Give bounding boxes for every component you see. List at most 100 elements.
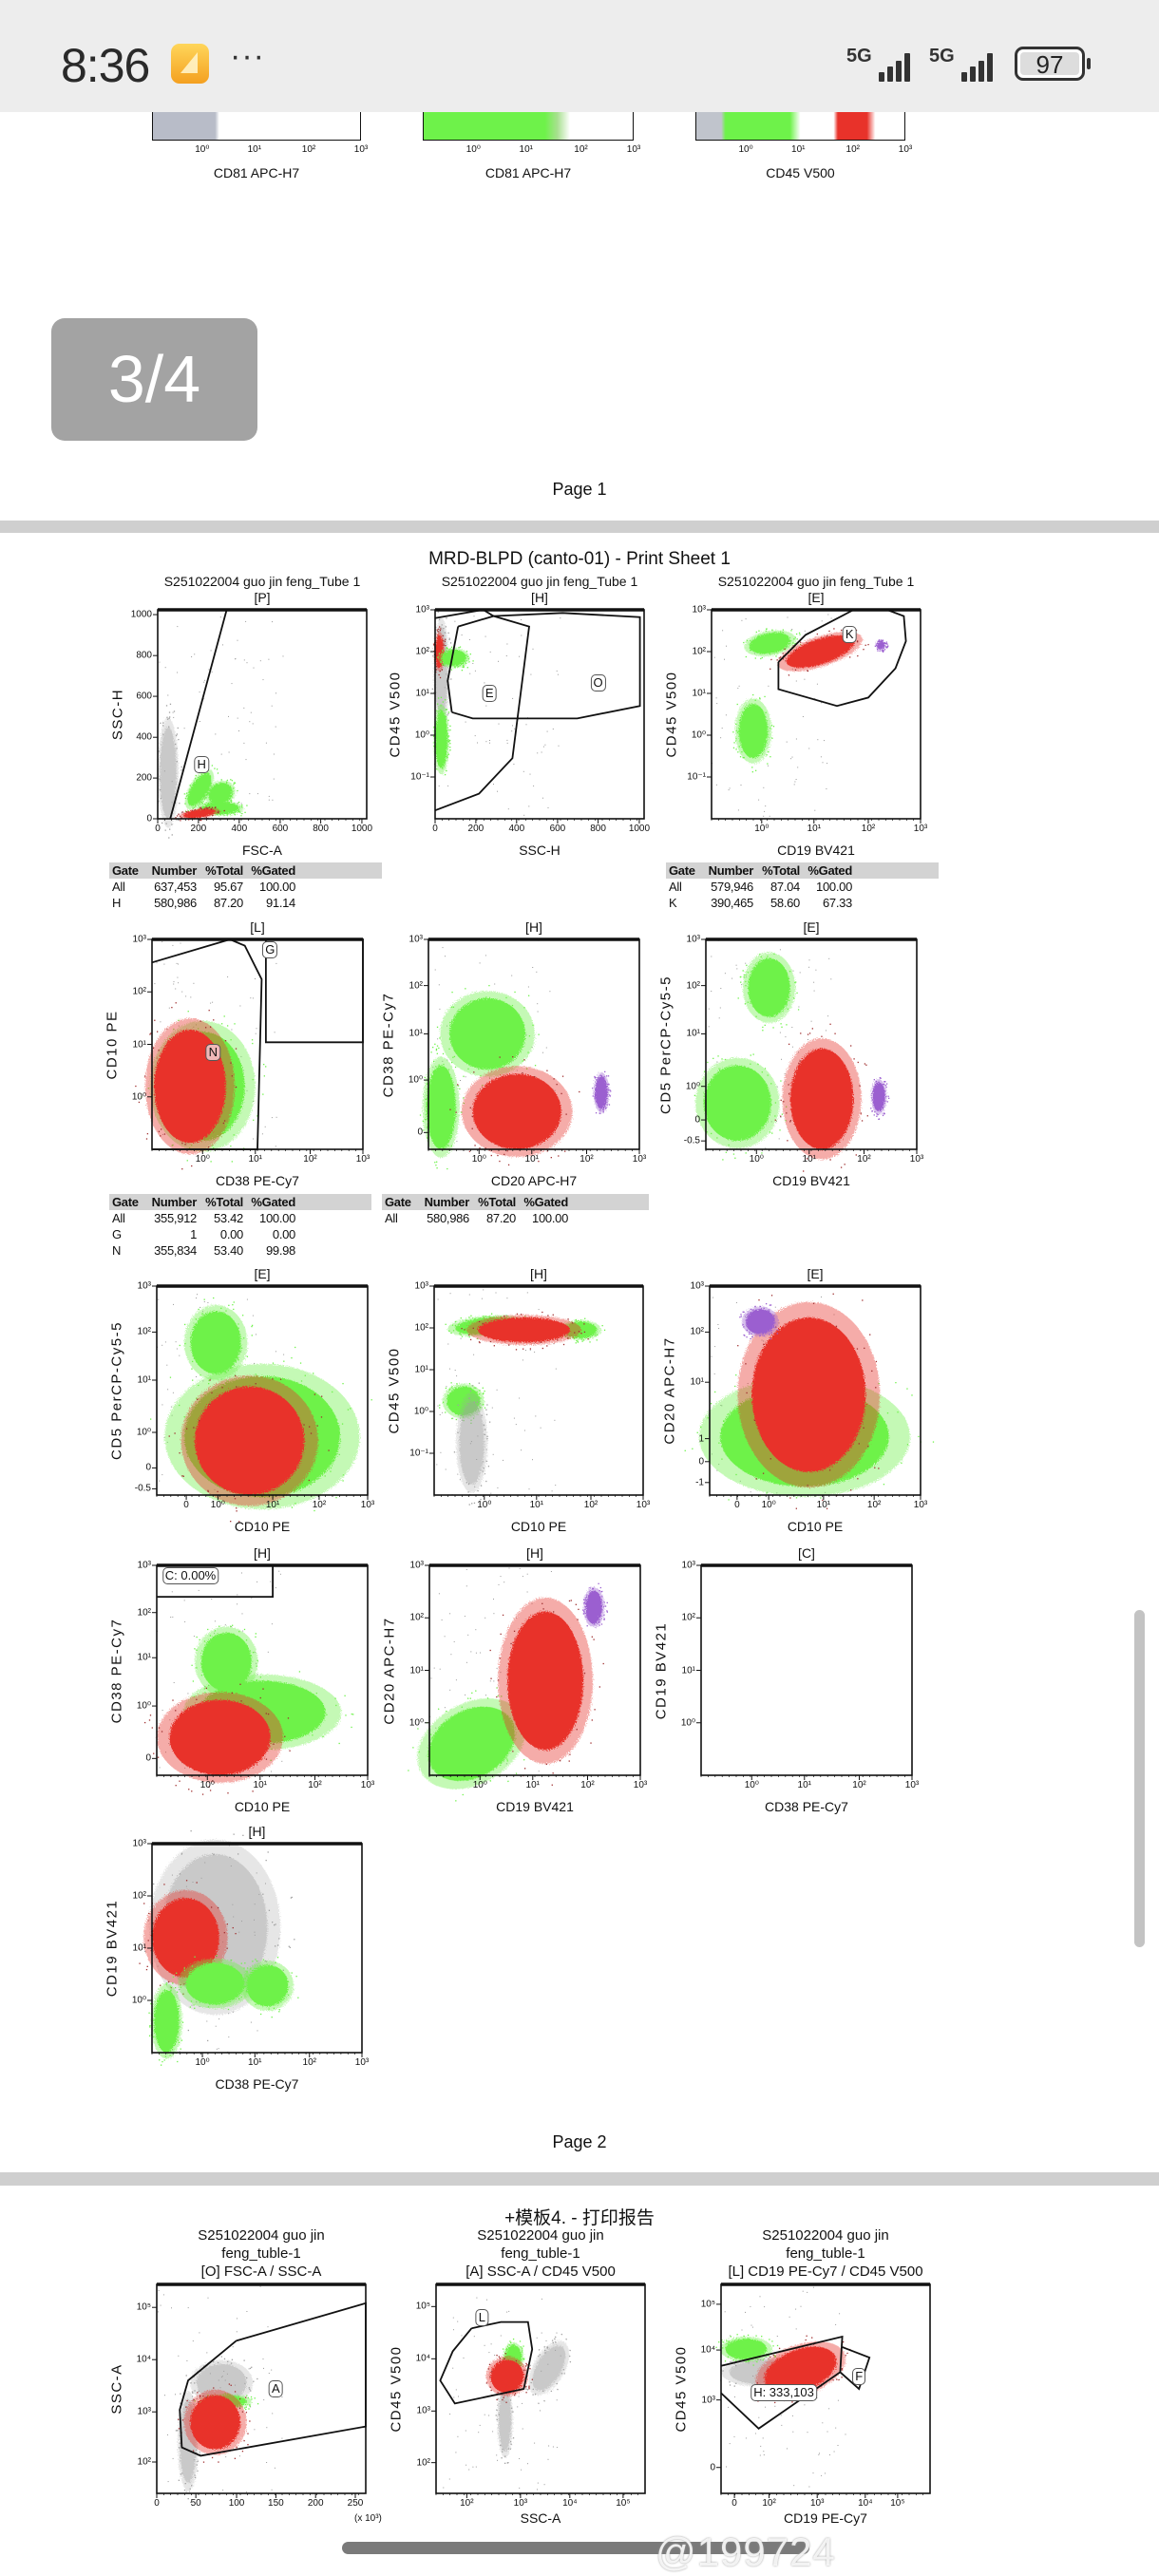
event-dot	[156, 962, 158, 964]
event-dot	[237, 1594, 238, 1596]
event-dot	[745, 2311, 746, 2313]
event-dot	[434, 969, 436, 971]
x-tick-label: 10³	[632, 1154, 647, 1165]
event-dot	[175, 988, 177, 990]
column-header: Number	[151, 863, 198, 878]
event-dot	[557, 673, 559, 675]
event-dot	[457, 2435, 459, 2437]
event-dot	[494, 983, 496, 985]
event-dot	[722, 630, 724, 632]
event-dot	[505, 655, 507, 656]
event-dot	[245, 620, 247, 622]
event-dot	[779, 949, 781, 951]
table-cell: 53.40	[213, 1243, 243, 1258]
event-dot	[164, 2395, 165, 2396]
event-dot	[177, 672, 179, 673]
event-dot	[542, 1051, 543, 1053]
event-dot	[513, 764, 515, 765]
event-dot	[493, 784, 494, 786]
scrollbar[interactable]	[1134, 1610, 1145, 1947]
event-dot	[271, 1117, 273, 1119]
column-header: %Total	[205, 1195, 243, 1209]
event-dot	[479, 962, 481, 964]
event-dot	[762, 2437, 764, 2439]
event-dot	[263, 2367, 264, 2369]
event-dot	[726, 645, 727, 647]
table-cell: 91.14	[265, 896, 295, 910]
x-axis-label: CD19 BV421	[496, 1799, 574, 1814]
y-tick-label: 10²	[408, 980, 423, 992]
event-dot	[733, 2396, 735, 2397]
event-dot	[735, 1302, 737, 1303]
green-population	[694, 1053, 788, 1161]
event-dot	[781, 1058, 782, 1060]
event-dot	[830, 617, 832, 619]
event-dot	[551, 1490, 553, 1492]
event-dot	[160, 1021, 162, 1023]
red-population	[449, 1055, 580, 1166]
y-tick-label: 10⁻¹	[409, 1448, 428, 1459]
plot-subtitle-line: feng_tuble-1	[221, 2245, 301, 2262]
event-dot	[556, 2447, 558, 2449]
event-dot	[228, 2013, 230, 2015]
gate-statistics-table: Gate Number %Total %Gated All 637,453 95.67 100…	[109, 862, 382, 911]
event-dot	[433, 1667, 435, 1669]
event-dot	[815, 969, 817, 971]
event-dot	[261, 1133, 263, 1135]
event-dot	[795, 680, 797, 682]
y-axis-label: CD45 V500	[388, 2345, 405, 2433]
notes-app-icon	[171, 44, 209, 84]
event-dot	[792, 970, 794, 972]
event-dot	[763, 2454, 765, 2455]
event-dot	[518, 2396, 520, 2397]
y-tick-label: 10⁰	[680, 1717, 695, 1729]
event-dot	[283, 1354, 285, 1355]
y-axis-label: CD38 PE-Cy7	[380, 992, 397, 1097]
table-cell: N	[112, 1243, 122, 1258]
x-tick-label: 150	[268, 2498, 284, 2509]
event-dot	[158, 1298, 160, 1300]
event-dot	[745, 962, 747, 964]
x-tick-label: 10¹	[797, 1780, 811, 1790]
event-dot	[472, 663, 474, 664]
table-cell: 355,834	[154, 1243, 197, 1258]
x-tick-label: 10²	[762, 2498, 776, 2509]
event-dot	[241, 1613, 243, 1615]
event-dot	[228, 751, 230, 753]
green-population	[437, 646, 474, 672]
event-dot	[159, 661, 161, 663]
event-dot	[737, 688, 739, 690]
event-dot	[444, 1707, 446, 1709]
event-dot	[470, 1651, 472, 1653]
event-dot	[186, 2360, 188, 2361]
plot-gate-name: [H]	[525, 919, 542, 935]
watermark: @199724	[656, 2529, 836, 2574]
event-dot	[170, 1406, 172, 1408]
table-header: Gate Number %Total %Gated	[109, 862, 382, 879]
event-dot	[821, 620, 823, 622]
event-dot	[159, 1767, 161, 1769]
plot-subtitle-line: S251022004 guo jin	[762, 2227, 889, 2244]
event-dot	[477, 742, 478, 744]
table-cell: 100.00	[259, 880, 295, 894]
event-dot	[496, 1667, 498, 1669]
page2-title: MRD-BLPD (canto-01) - Print Sheet 1	[428, 549, 731, 569]
event-dot	[760, 2445, 762, 2447]
event-dot	[522, 1359, 523, 1361]
event-dot	[198, 1589, 200, 1591]
event-dot	[282, 655, 284, 657]
event-dot	[512, 697, 514, 699]
table-cell: 390,465	[711, 896, 753, 910]
event-dot	[778, 1138, 780, 1140]
event-dot	[804, 630, 806, 632]
event-dot	[821, 2474, 823, 2476]
event-dot	[263, 2399, 265, 2401]
event-dot	[828, 2408, 830, 2410]
event-dot	[489, 1680, 491, 1682]
home-indicator-bar[interactable]	[342, 2542, 809, 2554]
x-tick-label: 10⁰	[472, 1780, 487, 1790]
event-dot	[235, 657, 237, 659]
table-row: All 637,453 95.67 100.00	[109, 879, 382, 895]
event-dot	[190, 996, 192, 998]
y-tick-label: 200	[136, 772, 152, 784]
